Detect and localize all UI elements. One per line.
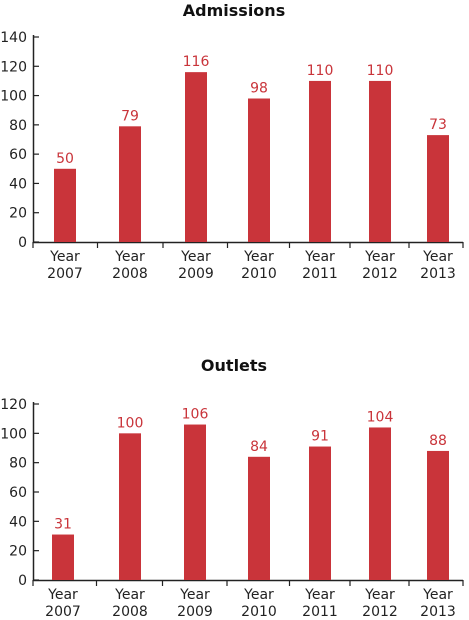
admissions-category-label: Year	[364, 249, 395, 265]
admissions-category-label: Year	[180, 249, 211, 265]
outlets-category-label: 2008	[112, 604, 148, 620]
outlets-category-label: 2011	[302, 604, 338, 620]
outlets-data-label: 100	[117, 415, 144, 431]
admissions-category-label: 2007	[47, 266, 83, 282]
outlets-data-label: 91	[311, 429, 329, 445]
outlets-category-label: Year	[243, 587, 274, 603]
admissions-y-tick-label: 80	[9, 118, 27, 134]
admissions-bar	[185, 72, 207, 243]
outlets-category-label: 2007	[45, 604, 81, 620]
outlets-category-label: Year	[364, 587, 395, 603]
admissions-category-label: Year	[114, 249, 145, 265]
outlets-bar	[309, 446, 331, 580]
admissions-y-tick-label: 20	[9, 206, 27, 222]
admissions-category-label: Year	[422, 249, 453, 265]
admissions-y-tick-label: 60	[9, 147, 27, 163]
admissions-bar	[427, 135, 449, 242]
outlets-bar	[248, 456, 270, 580]
admissions-data-label: 79	[121, 108, 139, 124]
admissions-bar	[369, 80, 391, 242]
admissions-data-label: 50	[56, 151, 74, 167]
outlets-bar	[184, 424, 206, 580]
admissions-category-label: Year	[243, 249, 274, 265]
outlets-category-label: Year	[114, 587, 145, 603]
outlets-bar	[52, 534, 74, 580]
admissions-y-tick-label: 40	[9, 176, 27, 192]
admissions-data-label: 116	[183, 54, 210, 70]
outlets-category-label: 2012	[362, 604, 398, 620]
admissions-category-label: Year	[304, 249, 335, 265]
outlets-y-tick-label: 80	[9, 456, 27, 472]
outlets-category-label: Year	[304, 587, 335, 603]
admissions-data-label: 73	[429, 117, 447, 133]
outlets-category-label: 2009	[177, 604, 213, 620]
admissions-category-label: 2011	[302, 266, 338, 282]
outlets-y-tick-label: 0	[18, 573, 27, 589]
admissions-bar	[54, 168, 76, 242]
outlets-category-label: 2013	[420, 604, 456, 620]
outlets-y-tick-label: 40	[9, 514, 27, 530]
admissions-y-tick-label: 140	[0, 30, 27, 46]
admissions-data-label: 98	[250, 81, 268, 97]
outlets-y-tick-label: 120	[0, 397, 27, 413]
admissions-y-tick-label: 120	[0, 59, 27, 75]
admissions-category-label: 2012	[362, 266, 398, 282]
admissions-category-label: 2009	[178, 266, 214, 282]
outlets-data-label: 31	[54, 517, 72, 533]
admissions-y-tick-label: 100	[0, 89, 27, 105]
outlets-category-label: Year	[47, 587, 78, 603]
outlets-bar	[119, 433, 141, 580]
admissions-category-label: 2013	[420, 266, 456, 282]
outlets-category-label: Year	[422, 587, 453, 603]
outlets-y-tick-label: 60	[9, 485, 27, 501]
outlets-bar	[369, 427, 391, 580]
admissions-chart: Admissions02040608010012014050Year200779…	[0, 1, 464, 282]
admissions-title: Admissions	[183, 1, 285, 20]
admissions-data-label: 110	[367, 63, 394, 79]
admissions-y-tick-label: 0	[18, 235, 27, 251]
outlets-data-label: 106	[182, 407, 209, 423]
admissions-category-label: 2010	[241, 266, 277, 282]
admissions-bar	[248, 98, 270, 242]
outlets-category-label: 2010	[241, 604, 277, 620]
outlets-title: Outlets	[201, 356, 267, 375]
outlets-chart: Outlets02040608010012031Year2007100Year2…	[0, 356, 464, 620]
outlets-category-label: Year	[179, 587, 210, 603]
outlets-y-tick-label: 100	[0, 426, 27, 442]
admissions-bar	[119, 126, 141, 242]
admissions-data-label: 110	[307, 63, 334, 79]
admissions-category-label: 2008	[112, 266, 148, 282]
outlets-data-label: 84	[250, 439, 268, 455]
outlets-y-tick-label: 20	[9, 544, 27, 560]
outlets-data-label: 104	[367, 409, 394, 425]
admissions-bar	[309, 80, 331, 242]
outlets-data-label: 88	[429, 433, 447, 449]
admissions-category-label: Year	[49, 249, 80, 265]
outlets-bar	[427, 450, 449, 580]
